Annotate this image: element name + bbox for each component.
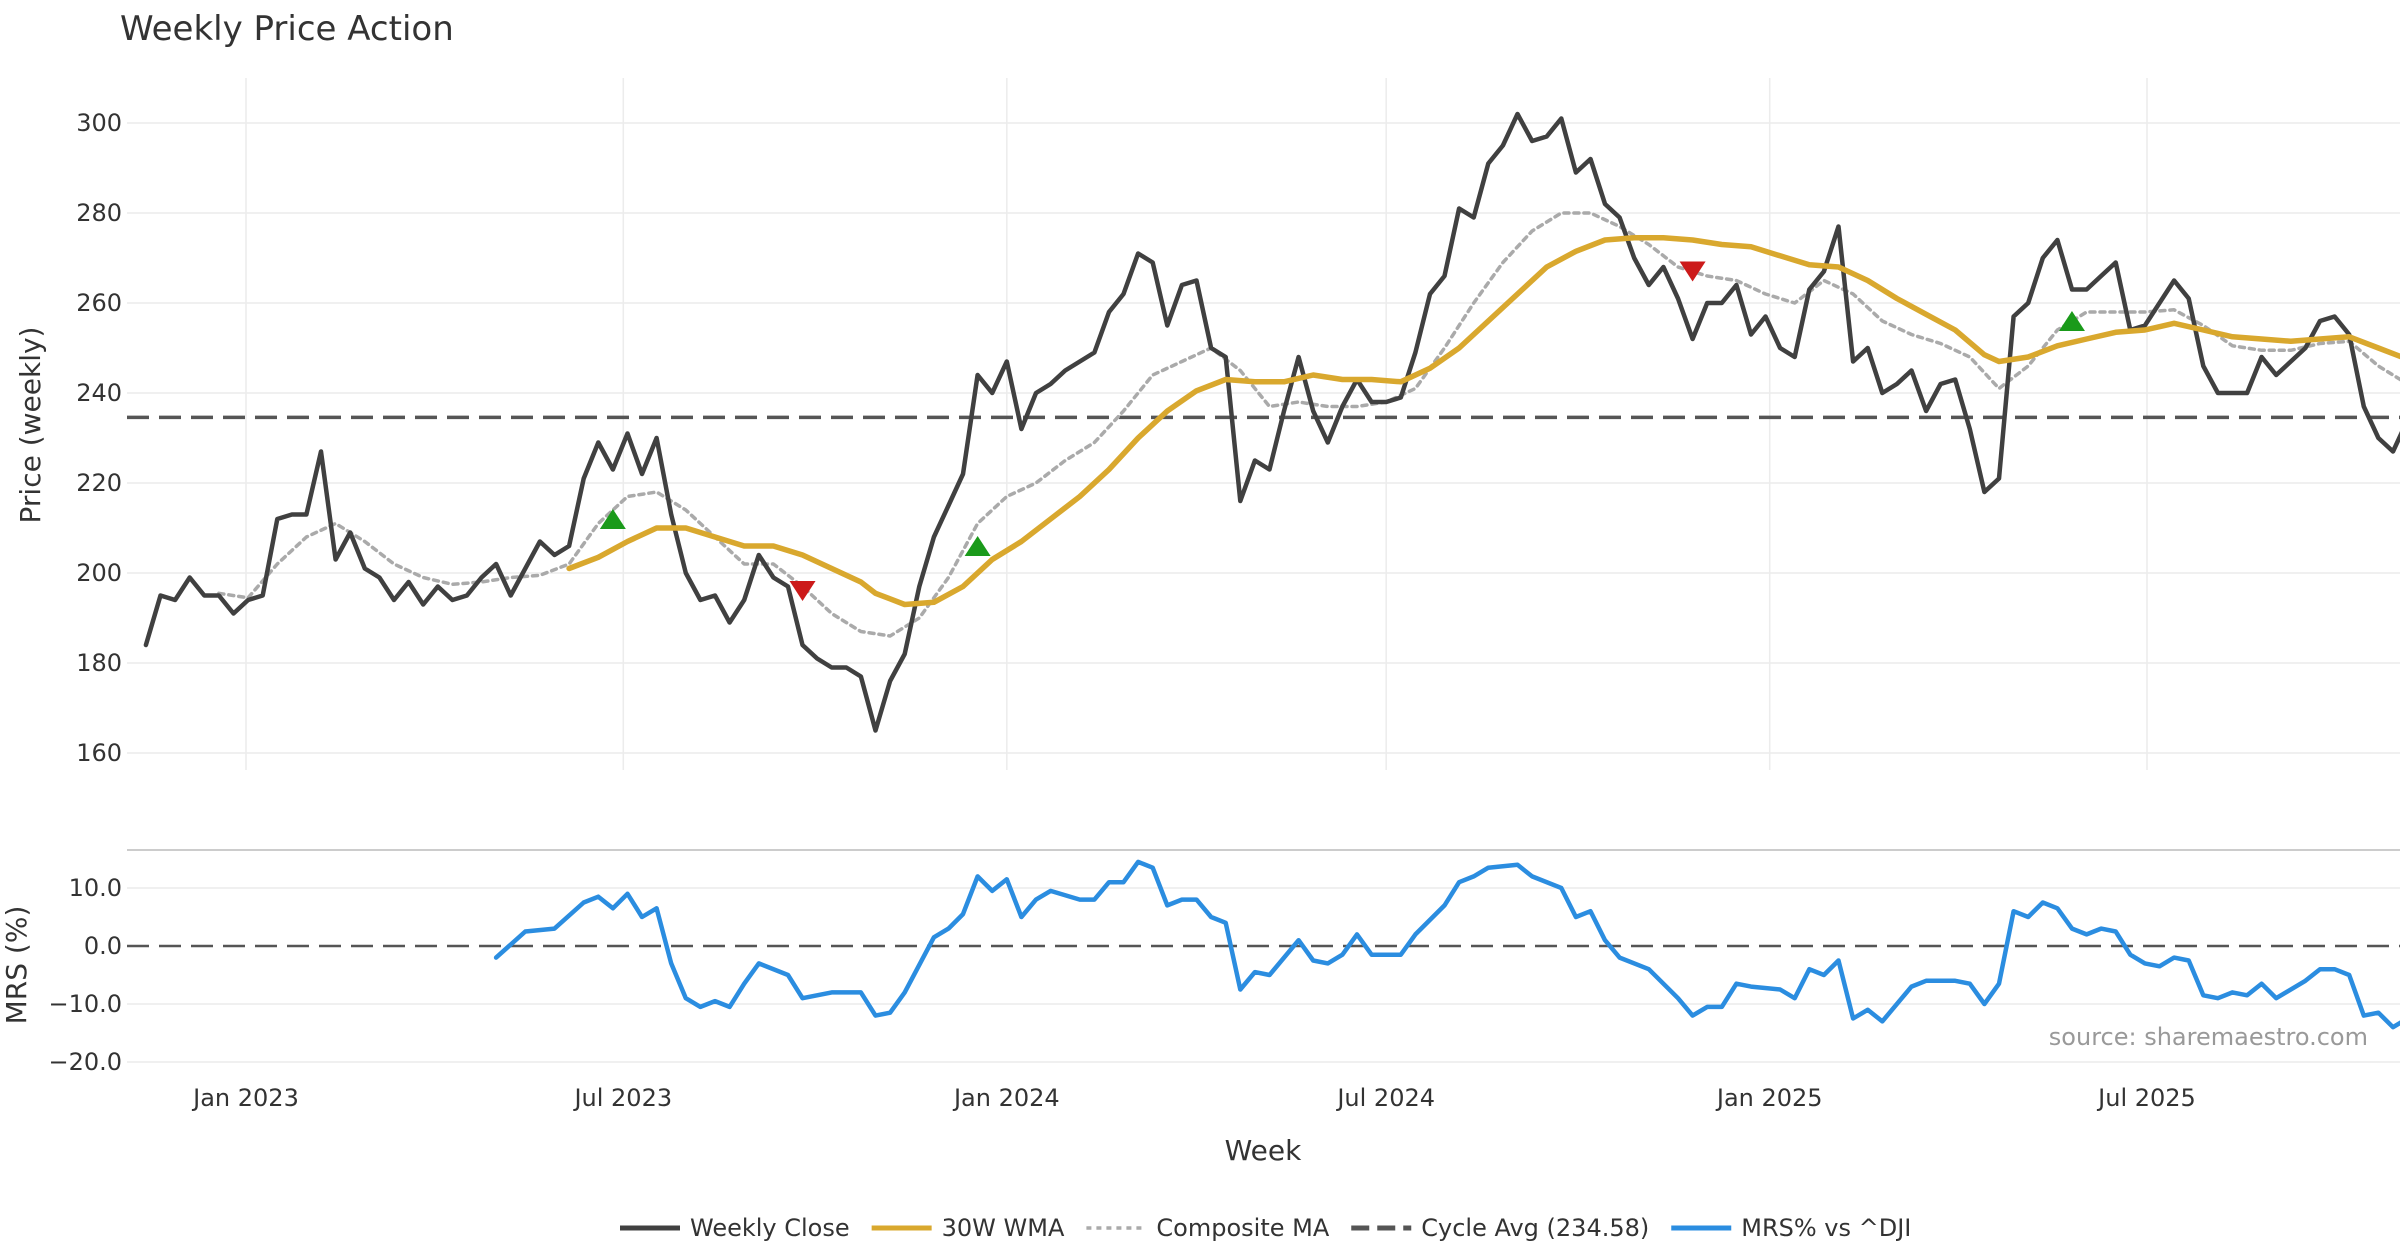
price-y-tick-label: 240 bbox=[76, 379, 122, 407]
buy-signal-marker bbox=[964, 536, 991, 556]
legend-label: MRS% vs ^DJI bbox=[1741, 1214, 1911, 1242]
mrs-series bbox=[493, 859, 2400, 1030]
weekly-close-line bbox=[143, 111, 2400, 733]
buy-signal-marker bbox=[599, 509, 626, 529]
mrs-line bbox=[493, 859, 2400, 1030]
legend-item: Weekly Close bbox=[620, 1214, 850, 1242]
legend-item: 30W WMA bbox=[871, 1214, 1065, 1242]
price-y-ticks: 160 180 200 220 240 260 280 300 bbox=[76, 109, 122, 767]
legend-label: Composite MA bbox=[1156, 1214, 1329, 1242]
legend-item: Cycle Avg (234.58) bbox=[1351, 1214, 1649, 1242]
price-y-axis-label: Price (weekly) bbox=[14, 327, 47, 524]
price-y-tick-label: 280 bbox=[76, 199, 122, 227]
price-y-tick-label: 260 bbox=[76, 289, 122, 317]
x-tick-label: Jan 2024 bbox=[952, 1084, 1060, 1112]
price-y-tick-label: 160 bbox=[76, 739, 122, 767]
price-series bbox=[127, 111, 2400, 733]
mrs-y-tick-label: 0.0 bbox=[84, 932, 122, 960]
price-y-tick-label: 200 bbox=[76, 559, 122, 587]
legend-label: Weekly Close bbox=[690, 1214, 850, 1242]
price-y-tick-label: 180 bbox=[76, 649, 122, 677]
legend-label: 30W WMA bbox=[942, 1214, 1065, 1242]
price-grid bbox=[127, 78, 2400, 770]
x-ticks: Jan 2023 Jul 2023 Jan 2024 Jul 2024 Jan 2025… bbox=[191, 1084, 2196, 1112]
legend-item: MRS% vs ^DJI bbox=[1671, 1214, 1911, 1242]
chart-legend: Weekly Close 30W WMA Composite MA Cycle Avg… bbox=[620, 1214, 1911, 1242]
signal-markers bbox=[599, 261, 2085, 601]
sell-signal-marker bbox=[789, 581, 816, 601]
price-y-tick-label: 220 bbox=[76, 469, 122, 497]
mrs-y-tick-label: 10.0 bbox=[69, 874, 122, 902]
x-tick-label: Jan 2025 bbox=[1715, 1084, 1823, 1112]
legend-item: Composite MA bbox=[1086, 1214, 1330, 1242]
legend-label: Cycle Avg (234.58) bbox=[1421, 1214, 1649, 1242]
source-annotation: source: sharemaestro.com bbox=[2049, 1023, 2368, 1051]
sell-signal-marker bbox=[1679, 261, 1706, 282]
mrs-y-axis-label: MRS (%) bbox=[0, 906, 33, 1025]
mrs-y-tick-label: −20.0 bbox=[48, 1048, 122, 1076]
mrs-y-tick-label: −10.0 bbox=[48, 990, 122, 1018]
x-tick-label: Jul 2025 bbox=[2096, 1084, 2196, 1112]
price-y-tick-label: 300 bbox=[76, 109, 122, 137]
buy-signal-marker bbox=[2058, 311, 2085, 331]
chart-title: Weekly Price Action bbox=[120, 9, 454, 49]
x-tick-label: Jan 2023 bbox=[191, 1084, 299, 1112]
mrs-grid bbox=[127, 887, 2400, 1063]
30w-wma-line bbox=[566, 235, 2400, 608]
x-tick-label: Jul 2023 bbox=[572, 1084, 672, 1112]
x-tick-label: Jul 2024 bbox=[1335, 1084, 1435, 1112]
mrs-y-ticks: 10.0 0.0 −10.0 −20.0 bbox=[48, 874, 122, 1076]
x-axis-label: Week bbox=[1225, 1134, 1302, 1167]
